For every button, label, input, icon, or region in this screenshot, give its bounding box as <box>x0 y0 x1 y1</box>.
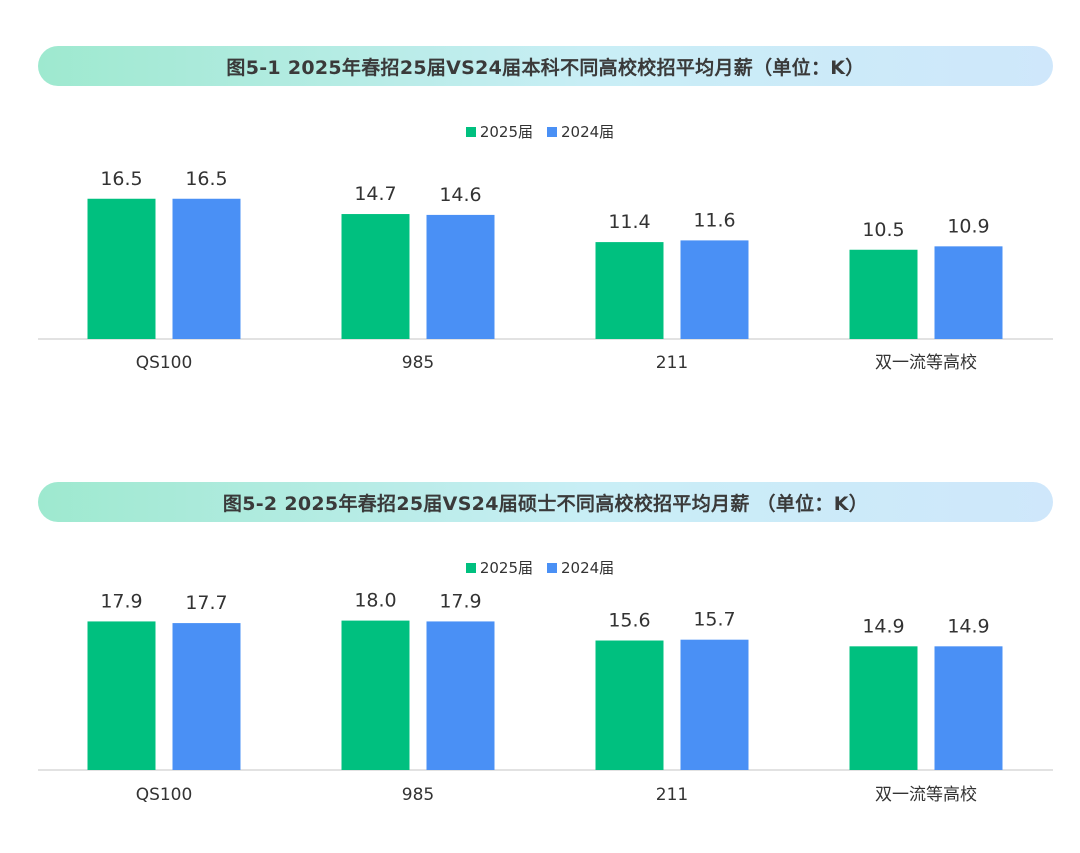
chart-2-title-bar: 图5-2 2025年春招25届VS24届硕士不同高校校招平均月薪 （单位：K） <box>38 482 1053 522</box>
legend-item-2024: 2024届 <box>547 557 614 578</box>
bar-2025-0 <box>87 621 156 770</box>
data-label-2025-2: 15.6 <box>608 610 650 632</box>
chart-1-plot: 16.5 16.5 QS100 14.7 14.6 985 11.4 11.6 211 10.5 1… <box>38 168 1053 373</box>
legend-swatch-2025 <box>465 126 476 137</box>
bar-2024-2 <box>680 639 749 770</box>
bar-2025-3 <box>849 249 918 339</box>
data-label-2024-2: 15.7 <box>693 609 735 631</box>
bar-2024-1 <box>426 621 495 770</box>
legend-item-2025: 2025届 <box>465 121 533 142</box>
chart-1-title: 图5-1 2025年春招25届VS24届本科不同高校校招平均月薪（单位：K） <box>226 56 865 79</box>
bar-2025-1 <box>341 620 410 770</box>
x-tick-label-0: QS100 <box>136 353 193 373</box>
x-tick-label-1: 985 <box>402 785 434 805</box>
legend-label-2024: 2024届 <box>561 123 615 141</box>
data-label-2024-3: 14.9 <box>947 615 989 637</box>
legend-swatch-2024 <box>547 126 557 137</box>
x-tick-label-1: 985 <box>402 353 434 373</box>
x-tick-label-2: 211 <box>656 785 688 805</box>
data-label-2025-0: 17.9 <box>100 590 142 612</box>
bar-2025-3 <box>849 646 918 770</box>
chart-2-legend: 2025届 2024届 <box>0 557 1080 578</box>
x-tick-label-3: 双一流等高校 <box>875 785 977 805</box>
x-tick-label-0: QS100 <box>136 785 193 805</box>
data-label-2024-0: 16.5 <box>185 168 227 190</box>
legend-label-2025: 2025届 <box>479 123 533 141</box>
bar-2024-0 <box>172 623 241 770</box>
x-tick-label-3: 双一流等高校 <box>875 353 977 373</box>
data-label-2024-2: 11.6 <box>693 209 735 231</box>
data-label-2025-0: 16.5 <box>100 168 142 190</box>
data-label-2024-0: 17.7 <box>185 592 227 614</box>
bar-2024-3 <box>934 246 1003 339</box>
bar-2025-2 <box>595 640 664 770</box>
data-label-2025-1: 14.7 <box>354 183 396 205</box>
chart-1-title-bar: 图5-1 2025年春招25届VS24届本科不同高校校招平均月薪（单位：K） <box>38 46 1053 86</box>
bar-2024-3 <box>934 646 1003 770</box>
legend-label-2024: 2024届 <box>561 559 615 577</box>
legend-swatch-2025 <box>465 562 476 573</box>
data-label-2025-2: 11.4 <box>608 211 650 233</box>
data-label-2024-1: 17.9 <box>439 590 481 612</box>
bar-2025-0 <box>87 198 156 339</box>
legend-swatch-2024 <box>547 562 557 573</box>
legend-item-2024: 2024届 <box>547 121 614 142</box>
bar-2024-2 <box>680 240 749 339</box>
bar-2024-1 <box>426 214 495 339</box>
legend-label-2025: 2025届 <box>479 559 533 577</box>
bar-2025-1 <box>341 214 410 339</box>
data-label-2024-1: 14.6 <box>439 184 481 206</box>
data-label-2025-1: 18.0 <box>354 590 396 612</box>
data-label-2025-3: 10.5 <box>862 219 904 241</box>
data-label-2024-3: 10.9 <box>947 215 989 237</box>
chart-2-title: 图5-2 2025年春招25届VS24届硕士不同高校校招平均月薪 （单位：K） <box>222 492 869 515</box>
x-tick-label-2: 211 <box>656 353 688 373</box>
data-label-2025-3: 14.9 <box>862 615 904 637</box>
bar-2025-2 <box>595 242 664 339</box>
chart-1-legend: 2025届 2024届 <box>0 121 1080 142</box>
legend-item-2025: 2025届 <box>465 557 533 578</box>
bar-2024-0 <box>172 198 241 339</box>
